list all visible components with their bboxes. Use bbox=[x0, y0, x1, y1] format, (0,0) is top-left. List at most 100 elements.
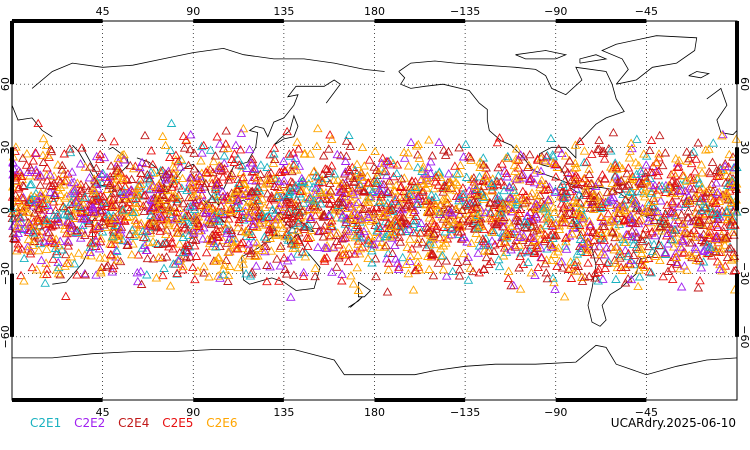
observation-marker bbox=[16, 270, 26, 280]
observation-marker bbox=[127, 249, 137, 259]
observation-marker bbox=[444, 207, 455, 216]
observation-marker bbox=[553, 246, 563, 256]
observation-marker bbox=[425, 206, 436, 215]
observation-marker bbox=[91, 222, 101, 232]
observation-marker bbox=[395, 182, 406, 191]
observation-marker bbox=[40, 278, 50, 287]
observation-marker bbox=[305, 194, 316, 203]
observation-marker bbox=[65, 144, 75, 153]
observation-marker bbox=[653, 166, 664, 175]
observation-marker bbox=[486, 256, 496, 266]
observation-marker bbox=[640, 184, 651, 194]
observation-marker bbox=[631, 203, 642, 213]
observation-marker bbox=[536, 179, 547, 189]
observation-marker bbox=[113, 168, 123, 177]
observation-marker bbox=[634, 160, 644, 170]
observation-marker bbox=[217, 186, 228, 196]
observation-marker bbox=[668, 199, 678, 208]
observation-marker bbox=[80, 192, 90, 201]
observation-marker bbox=[557, 179, 568, 189]
observation-marker bbox=[231, 140, 241, 149]
observation-marker bbox=[670, 248, 681, 258]
observation-marker bbox=[599, 146, 609, 156]
observation-marker bbox=[360, 204, 370, 213]
observation-marker bbox=[50, 205, 61, 214]
observation-marker bbox=[75, 186, 86, 195]
observation-marker bbox=[601, 243, 612, 252]
observation-marker bbox=[68, 186, 79, 196]
observation-marker bbox=[118, 173, 128, 183]
observation-marker bbox=[205, 215, 216, 225]
observation-marker bbox=[566, 220, 576, 229]
observation-marker bbox=[310, 271, 320, 281]
observation-marker bbox=[604, 257, 614, 266]
observation-marker bbox=[403, 219, 414, 229]
observation-marker bbox=[554, 224, 565, 233]
observation-marker bbox=[711, 198, 721, 208]
observation-marker bbox=[337, 234, 347, 243]
observation-marker bbox=[690, 242, 700, 252]
observation-marker bbox=[727, 175, 738, 185]
observation-marker bbox=[292, 225, 302, 235]
observation-marker bbox=[118, 205, 128, 214]
product-date-stamp: UCARdry.2025-06-10 bbox=[610, 416, 736, 430]
observation-marker bbox=[266, 246, 277, 255]
observation-marker bbox=[417, 237, 428, 246]
observation-marker bbox=[233, 196, 244, 205]
observation-marker bbox=[165, 152, 175, 161]
observation-marker bbox=[370, 146, 380, 156]
observation-marker bbox=[190, 274, 200, 284]
observation-marker bbox=[684, 250, 694, 259]
observation-marker bbox=[352, 231, 362, 240]
observation-marker bbox=[487, 227, 497, 237]
observation-marker bbox=[10, 234, 20, 243]
observation-marker bbox=[407, 176, 418, 186]
observation-marker bbox=[697, 168, 707, 177]
observation-marker bbox=[596, 199, 607, 209]
observation-marker bbox=[28, 201, 39, 210]
observation-marker bbox=[311, 220, 322, 229]
observation-marker bbox=[585, 219, 596, 229]
observation-marker bbox=[85, 242, 95, 251]
observation-marker bbox=[546, 156, 557, 166]
observation-marker bbox=[691, 207, 701, 217]
observation-marker bbox=[102, 172, 112, 182]
observation-marker bbox=[249, 166, 259, 175]
observation-marker bbox=[636, 214, 646, 223]
observation-marker bbox=[171, 207, 182, 216]
observation-marker bbox=[151, 273, 162, 282]
observation-marker bbox=[55, 176, 66, 186]
observation-marker bbox=[413, 162, 423, 172]
observation-marker bbox=[216, 161, 226, 171]
observation-marker bbox=[504, 181, 515, 191]
observation-marker bbox=[85, 162, 95, 171]
observation-marker bbox=[214, 160, 224, 170]
observation-marker bbox=[87, 228, 98, 237]
observation-marker bbox=[608, 186, 618, 195]
observation-marker bbox=[479, 246, 490, 255]
observation-marker bbox=[607, 227, 618, 236]
observation-marker bbox=[19, 276, 29, 285]
observation-marker bbox=[494, 261, 505, 271]
observation-marker bbox=[463, 201, 473, 210]
observation-marker bbox=[146, 194, 156, 204]
lat-tick-label-left: −60 bbox=[0, 325, 12, 348]
observation-marker bbox=[194, 225, 205, 235]
observation-marker bbox=[373, 221, 383, 230]
observation-marker bbox=[376, 192, 386, 201]
observation-marker bbox=[536, 175, 547, 184]
observation-marker bbox=[230, 186, 240, 195]
observation-marker bbox=[720, 240, 730, 249]
observation-marker bbox=[91, 163, 102, 172]
observation-marker bbox=[282, 126, 292, 136]
observation-marker bbox=[536, 224, 547, 233]
observation-marker bbox=[572, 219, 582, 228]
observation-marker bbox=[481, 252, 492, 262]
observation-marker bbox=[193, 218, 203, 227]
observation-marker bbox=[645, 212, 655, 222]
observation-marker bbox=[581, 188, 591, 197]
observation-marker bbox=[451, 177, 461, 186]
observation-marker bbox=[634, 215, 644, 225]
observation-marker bbox=[110, 220, 121, 229]
observation-marker bbox=[429, 239, 439, 249]
